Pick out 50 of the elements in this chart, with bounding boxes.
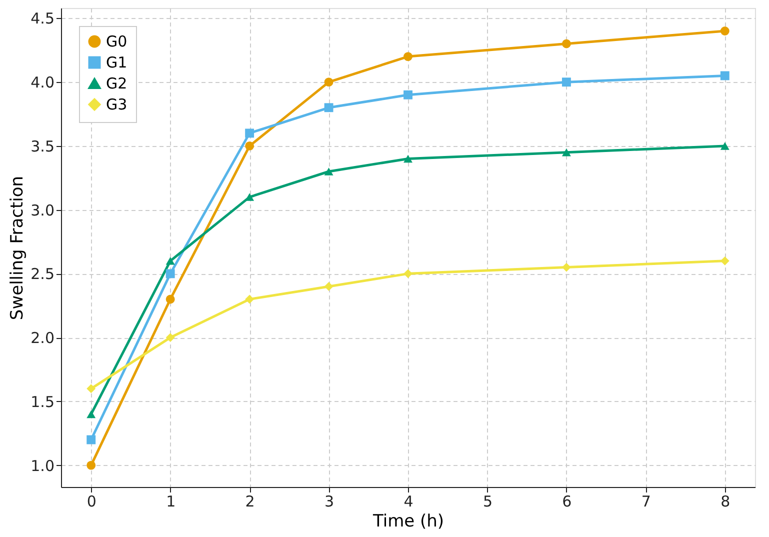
point: [166, 333, 175, 342]
x-tick-label: 8: [720, 492, 730, 510]
point: [404, 90, 412, 100]
point: [562, 262, 571, 272]
x-tick-label: 6: [562, 492, 572, 510]
point: [86, 435, 96, 444]
point: [324, 103, 334, 112]
x-tick-label: 4: [404, 492, 414, 510]
point: [245, 128, 254, 138]
y-tick-label: 2.0: [30, 329, 54, 348]
point: [720, 71, 730, 80]
point: [245, 294, 254, 304]
point: [86, 460, 96, 470]
y-tick-label: 3.0: [30, 201, 54, 220]
y-axis-title: Swelling Fraction: [8, 176, 28, 320]
point: [86, 410, 96, 418]
point: [245, 141, 254, 150]
legend-label: G1: [106, 54, 128, 72]
x-tick-label: 0: [86, 492, 96, 510]
point: [404, 269, 412, 278]
legend-label: G2: [106, 74, 128, 92]
point: [404, 52, 412, 61]
y-tick-label: 2.5: [30, 265, 54, 284]
legend-label: G3: [106, 96, 128, 114]
point: [324, 282, 334, 291]
point: [562, 78, 571, 87]
y-tick-label: 3.5: [30, 137, 54, 156]
x-tick-label: 7: [641, 492, 651, 510]
legend-label: G0: [106, 32, 128, 50]
y-tick-label: 1.0: [30, 456, 54, 475]
x-tick-label: 2: [245, 492, 255, 510]
point: [324, 168, 334, 176]
point: [166, 269, 175, 278]
y-tick-label: 4.0: [30, 74, 54, 92]
y-tick-label: 4.5: [30, 10, 54, 28]
x-tick-label: 1: [166, 492, 176, 510]
point: [720, 142, 730, 150]
y-tick-label: 1.5: [30, 392, 54, 411]
point: [166, 294, 175, 304]
point: [562, 148, 571, 156]
point: [562, 39, 571, 48]
point: [324, 78, 334, 87]
point: [720, 26, 730, 36]
point: [86, 384, 96, 394]
x-axis-title: Time (h): [372, 512, 444, 532]
x-tick-label: 3: [324, 492, 334, 510]
point: [720, 256, 730, 266]
point: [404, 154, 412, 163]
point: [166, 257, 175, 265]
x-tick-label: 5: [482, 492, 492, 510]
